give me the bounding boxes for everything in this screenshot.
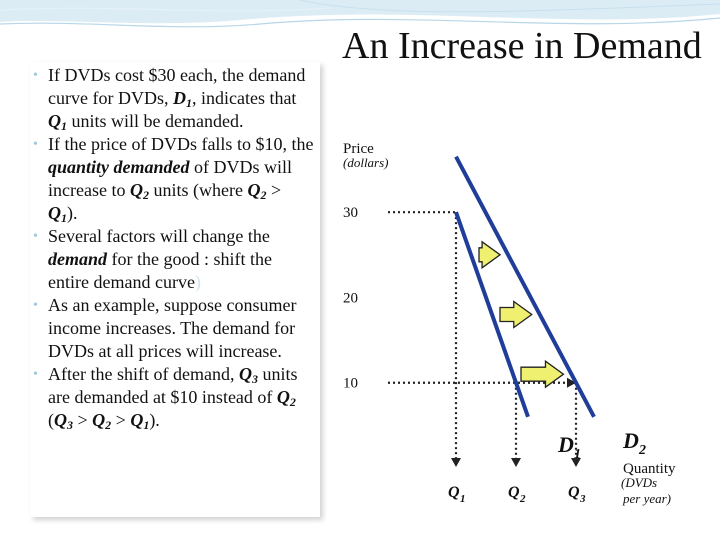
demand-shift-arrow xyxy=(520,359,565,389)
demand-curve-2 xyxy=(454,155,596,418)
bullet-text-segment: > xyxy=(73,410,93,430)
demand-curve-1 xyxy=(454,211,530,418)
x-axis-label: Quantity xyxy=(623,461,676,477)
y-axis-label: Price xyxy=(343,141,374,157)
bullet-text-segment: D xyxy=(172,88,186,108)
bullet-text-segment: Q xyxy=(48,203,61,223)
y-tick-label: 30 xyxy=(343,205,358,221)
bullet-text-segment: 1 xyxy=(185,96,192,110)
demand-curve-label-sub: 2 xyxy=(638,443,646,458)
bullet-text-segment: ). xyxy=(149,410,160,430)
reference-arrowhead xyxy=(451,458,461,467)
bullet-text-segment: demand xyxy=(48,249,108,269)
bullet-text-segment: Several factors will change the xyxy=(48,226,270,246)
x-tick-label-sub: 1 xyxy=(460,493,466,505)
bullet-text-segment: Q xyxy=(130,410,144,430)
bullet-text-segment: 1 xyxy=(143,418,150,432)
x-tick-label-sub: 3 xyxy=(579,493,586,505)
bullet-item: Several factors will change the demand f… xyxy=(30,225,315,294)
bullet-item: If DVDs cost $30 each, the demand curve … xyxy=(30,64,315,133)
bullet-text-segment: If the price of DVDs falls to $10, the xyxy=(48,134,314,154)
bullet-text-segment: 2 xyxy=(105,418,112,432)
reference-arrowhead xyxy=(567,377,576,388)
bullet-text-segment: Q xyxy=(238,364,252,384)
bullet-text-segment: Q xyxy=(247,180,261,200)
x-tick-label: Q xyxy=(508,484,520,501)
bullet-text-segment: units are demanded at $10 instead of xyxy=(48,364,298,407)
bullet-text-segment: ). xyxy=(67,203,78,223)
demand-curve-label: D xyxy=(557,432,574,457)
bullet-text-segment: Q xyxy=(54,410,67,430)
bullet-text-segment: > xyxy=(111,410,131,430)
reference-arrowhead xyxy=(511,458,521,467)
bullet-text-segment: > xyxy=(266,180,282,200)
bullet-item: After the shift of demand, Q3 units are … xyxy=(30,363,315,432)
bullet-text-segment: 3 xyxy=(251,372,258,386)
bullet-text-segment: units (where xyxy=(148,180,248,200)
bullet-text-segment: , indicates that xyxy=(191,88,297,108)
bullet-text-segment: of DVDs will increase to xyxy=(48,157,293,200)
slide-title: An Increase in Demand xyxy=(342,25,702,67)
bullet-text-segment: units will be demanded. xyxy=(67,111,244,131)
bullet-item: As an example, suppose consumer income i… xyxy=(30,294,315,363)
bullet-text-segment: Q xyxy=(129,180,143,200)
bullet-text-segment: 2 xyxy=(142,188,149,202)
x-tick-label: Q xyxy=(448,484,460,501)
demand-shift-arrow xyxy=(499,300,533,329)
bullet-text-segment: Q xyxy=(92,410,106,430)
bullet-text-segment: 3 xyxy=(67,418,73,432)
y-tick-label: 10 xyxy=(343,376,358,392)
bullet-text-segment: 1 xyxy=(61,211,67,225)
demand-shift-arrow xyxy=(478,240,502,270)
bullet-text-segment: 2 xyxy=(260,188,267,202)
x-axis-unit: (DVDs xyxy=(621,475,657,490)
bullet-text-segment: ( xyxy=(48,410,54,430)
bullet-text-segment: As an example, suppose consumer income i… xyxy=(48,295,297,361)
demand-curve-label: D xyxy=(622,428,639,453)
y-axis-unit: (dollars) xyxy=(343,155,389,170)
bullet-text-segment: After the shift of demand, xyxy=(48,364,239,384)
reference-arrowhead xyxy=(571,458,581,467)
bullet-text-segment: If DVDs cost $30 each, the demand curve … xyxy=(48,65,306,108)
x-tick-label-sub: 2 xyxy=(519,493,526,505)
bullet-list: If DVDs cost $30 each, the demand curve … xyxy=(30,64,315,432)
bullet-item: If the price of DVDs falls to $10, the q… xyxy=(30,133,315,225)
bullet-text-segment: Q xyxy=(276,387,290,407)
bullet-text-segment: ) xyxy=(194,272,201,292)
x-tick-label: Q xyxy=(568,484,580,501)
x-axis-unit: per year) xyxy=(622,491,671,506)
bullet-text-segment: Q xyxy=(48,111,61,131)
demand-curve-label-sub: 1 xyxy=(574,447,581,462)
bullet-text-segment: 2 xyxy=(289,395,296,409)
bullet-text-segment: for the good : shift the entire demand c… xyxy=(48,249,272,292)
y-tick-label: 20 xyxy=(343,290,358,306)
bullet-text-segment: 1 xyxy=(61,119,67,133)
top-wave-decoration xyxy=(0,0,720,28)
bullet-text-segment: quantity demanded xyxy=(48,157,190,177)
